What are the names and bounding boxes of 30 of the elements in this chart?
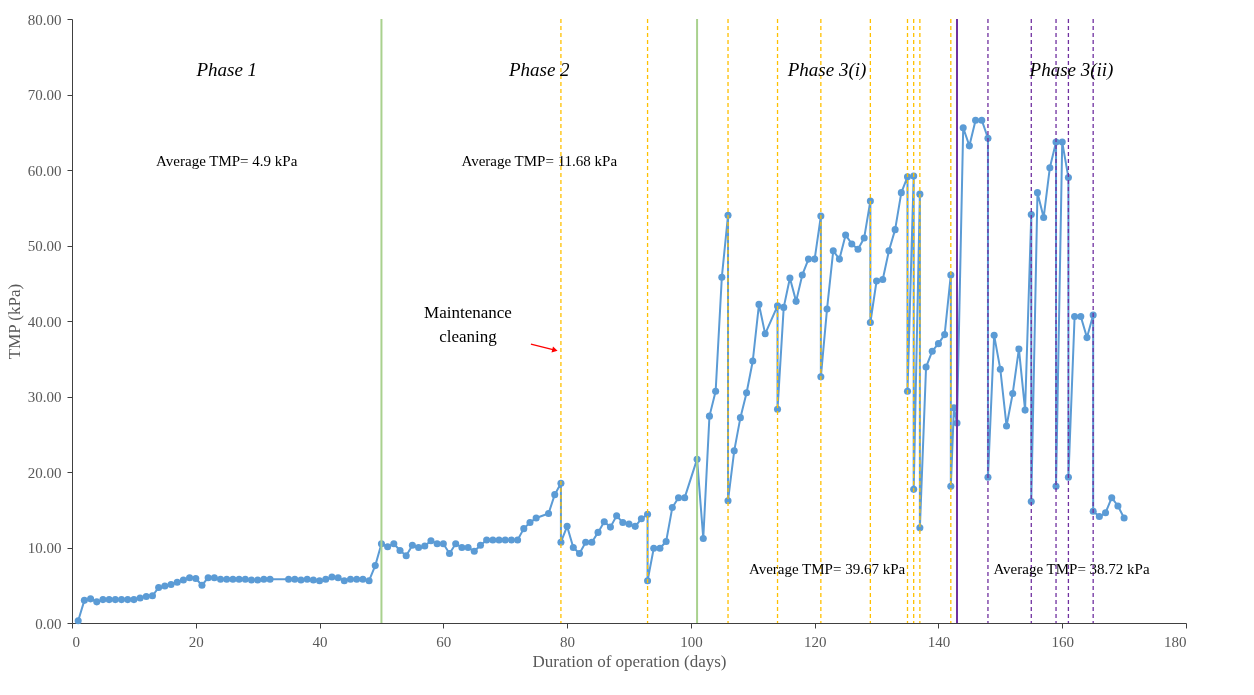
annotation: Phase 2 (507, 59, 571, 81)
y-tick-label: 0.00 (35, 615, 62, 632)
x-tick-label: 60 (436, 633, 452, 650)
annotation: Phase 1 (195, 59, 258, 81)
x-tick-label: 80 (560, 633, 576, 650)
y-tick-label: 10.00 (27, 540, 62, 556)
x-axis-title: Duration of operation (days) (532, 651, 727, 671)
annotation: Phase 3(i) (786, 59, 867, 82)
y-tick-label: 70.00 (27, 87, 62, 103)
annotation: Average TMP= 4.9 kPa (156, 152, 298, 169)
x-tick-label: 160 (1051, 633, 1074, 650)
x-tick-label: 140 (927, 633, 951, 650)
x-tick-label: 40 (312, 633, 328, 650)
y-axis-title: TMP (kPa) (4, 283, 24, 360)
y-tick-label: 40.00 (27, 313, 62, 330)
x-tick-label: 180 (1164, 633, 1187, 650)
x-tick-label: 0 (72, 633, 80, 650)
annotation: Maintenance cleaning (424, 303, 512, 347)
x-tick-label: 20 (188, 633, 204, 650)
annotation: Phase 3(ii) (1028, 59, 1114, 82)
y-tick-label: 30.00 (27, 389, 62, 405)
y-tick-label: 60.00 (27, 162, 62, 179)
x-tick-label: 120 (803, 633, 827, 650)
y-tick-label: 50.00 (27, 238, 62, 254)
annotation: Average TMP= 39.67 kPa (748, 560, 906, 577)
x-tick-label: 100 (680, 633, 703, 650)
annotation: Average TMP= 11.68 kPa (461, 152, 618, 169)
y-tick-label: 20.00 (27, 464, 62, 481)
y-tick-label: 80.00 (27, 11, 62, 28)
annotation: Average TMP= 38.72 kPa (993, 560, 1150, 577)
